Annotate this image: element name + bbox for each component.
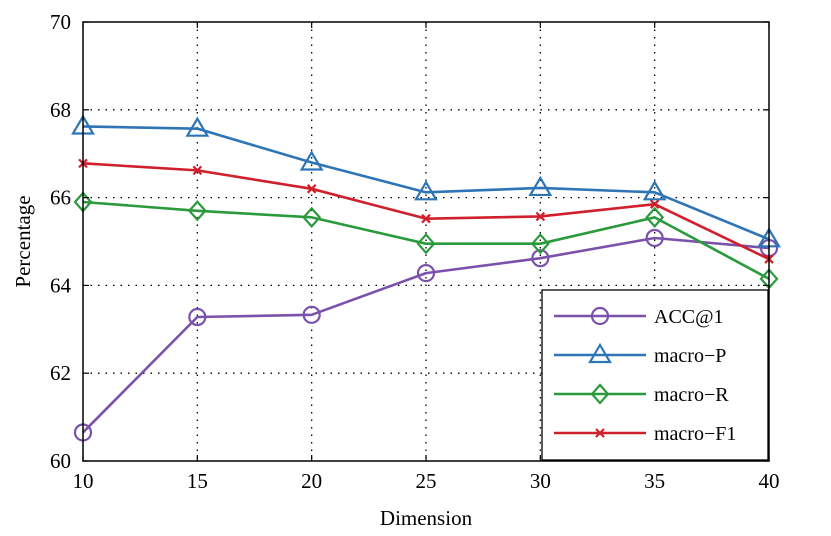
legend-item: macro−P	[554, 342, 726, 367]
legend: ACC@1 macro−P macro−R macro−F1	[541, 289, 769, 461]
x-marker-stroke	[649, 199, 660, 209]
series-line	[82, 200, 770, 280]
x-marker	[649, 199, 660, 209]
triangle-marker	[528, 175, 553, 197]
x-marker	[595, 428, 605, 438]
x-tick-label: 15	[187, 469, 208, 493]
y-axis-label: Percentage	[11, 195, 35, 287]
x-marker-stroke	[421, 213, 431, 224]
triangle-marker	[588, 342, 612, 364]
diamond-marker	[302, 206, 322, 229]
triangle-marker	[185, 116, 210, 137]
legend-item: ACC@1	[554, 306, 724, 328]
y-tick-label: 60	[50, 449, 71, 473]
diamond-marker	[416, 233, 436, 255]
circle-marker	[302, 305, 321, 324]
legend-label: macro−R	[654, 384, 729, 406]
triangle-marker	[642, 180, 667, 201]
y-tick-label: 70	[50, 10, 71, 34]
circle-marker	[188, 307, 207, 327]
series	[73, 191, 779, 290]
y-tick-label: 66	[50, 186, 71, 210]
axis-ticks: 10 15 20 25 30 35 40 60 62 64 66 68 70	[50, 10, 780, 493]
triangle-marker	[299, 150, 324, 171]
x-marker	[421, 213, 431, 224]
x-marker-stroke	[535, 211, 546, 222]
x-tick-label: 40	[759, 469, 780, 493]
x-marker	[535, 211, 546, 222]
legend-item: macro−R	[554, 383, 729, 406]
triangle-marker	[414, 180, 438, 201]
series-line	[82, 236, 770, 434]
x-tick-label: 30	[530, 469, 551, 493]
x-tick-label: 10	[73, 469, 94, 493]
x-tick-label: 25	[416, 469, 437, 493]
y-tick-label: 68	[50, 98, 71, 122]
legend-label: macro−F1	[654, 423, 736, 445]
x-tick-label: 35	[644, 469, 665, 493]
x-marker	[306, 184, 317, 194]
diamond-marker	[645, 206, 665, 229]
x-axis-label: Dimension	[380, 506, 473, 530]
legend-label: ACC@1	[654, 306, 724, 328]
series-line	[82, 125, 770, 241]
circle-marker	[590, 306, 610, 326]
x-marker-stroke	[595, 428, 605, 438]
circle-marker	[416, 264, 436, 283]
legend-box	[541, 289, 769, 461]
x-tick-label: 20	[301, 469, 322, 493]
legend-item: macro−F1	[554, 423, 736, 445]
y-tick-label: 62	[50, 361, 71, 385]
diamond-marker	[530, 233, 550, 255]
legend-label: macro−P	[654, 345, 726, 367]
series-layer	[71, 114, 781, 442]
series	[71, 114, 781, 248]
x-marker	[192, 165, 203, 176]
x-marker-stroke	[306, 184, 317, 194]
y-tick-label: 64	[50, 273, 72, 297]
diamond-marker	[590, 383, 610, 405]
circle-marker	[531, 249, 550, 268]
diamond-marker	[187, 200, 207, 222]
circle-marker	[645, 228, 664, 248]
x-marker-stroke	[192, 165, 203, 176]
